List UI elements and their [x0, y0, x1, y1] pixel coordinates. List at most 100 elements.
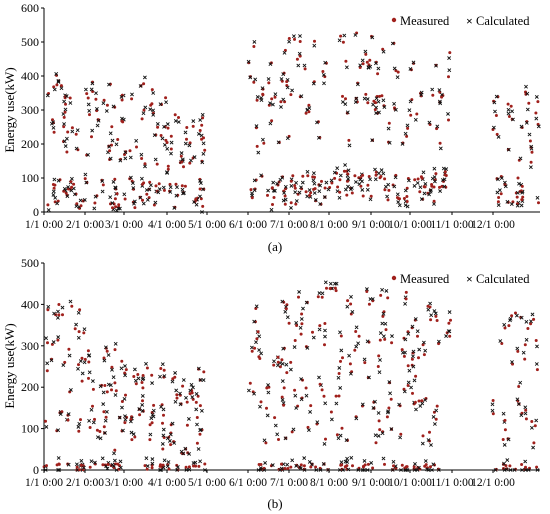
- measured-point: [534, 111, 538, 115]
- calculated-point: [390, 468, 395, 472]
- x-tick-label: 5/1 0:00: [188, 477, 226, 489]
- measured-point: [201, 204, 205, 208]
- measured-point: [517, 385, 521, 388]
- measured-point: [392, 464, 395, 468]
- measured-point: [93, 201, 97, 205]
- y-tick-label: 200: [21, 137, 39, 151]
- measured-point: [192, 464, 195, 468]
- calculated-point: [423, 348, 428, 353]
- x-tick-label: 10/1 0:00: [388, 477, 432, 489]
- calculated-point: [123, 417, 128, 422]
- measured-point: [167, 467, 171, 471]
- calculated-point: [311, 178, 316, 183]
- measured-point: [300, 312, 304, 316]
- calculated-point: [285, 85, 290, 90]
- calculated-point: [132, 199, 137, 204]
- measured-point: [413, 400, 417, 404]
- calculated-point: [381, 171, 386, 176]
- calculated-point: [406, 178, 411, 183]
- measured-point: [449, 318, 452, 322]
- calculated-point: [150, 381, 155, 386]
- legend-marker-measured-a: [391, 17, 397, 23]
- measured-point: [434, 172, 438, 176]
- calculated-point: [395, 192, 400, 197]
- calculated-point: [340, 468, 345, 472]
- calculated-point: [414, 407, 418, 412]
- calculated-point: [257, 348, 262, 352]
- measured-point: [337, 394, 341, 398]
- calculated-point: [189, 382, 194, 387]
- calculated-point: [268, 121, 273, 126]
- calculated-point: [516, 402, 521, 407]
- calculated-point: [412, 378, 417, 383]
- calculated-point: [415, 181, 420, 185]
- calculated-point: [252, 391, 257, 396]
- measured-point: [366, 462, 370, 466]
- measured-point: [162, 413, 165, 417]
- measured-point: [141, 399, 144, 403]
- measured-point: [57, 462, 61, 466]
- calculated-point: [444, 334, 449, 339]
- measured-point: [530, 150, 534, 154]
- calculated-point: [52, 177, 57, 182]
- calculated-point: [503, 184, 508, 189]
- measured-point: [91, 404, 94, 408]
- calculated-point: [190, 395, 195, 400]
- measured-point: [148, 423, 152, 427]
- calculated-point: [103, 345, 108, 350]
- calculated-point: [95, 123, 100, 128]
- calculated-point: [246, 59, 251, 64]
- calculated-point: [200, 210, 204, 214]
- calculated-point: [89, 87, 94, 92]
- calculated-point: [78, 198, 83, 203]
- measured-point: [262, 141, 266, 145]
- calculated-point: [78, 359, 83, 364]
- calculated-point: [534, 94, 539, 99]
- calculated-point: [383, 184, 388, 189]
- measured-point: [494, 114, 498, 117]
- calculated-point: [143, 164, 147, 169]
- measured-point: [520, 463, 524, 466]
- measured-point: [414, 374, 418, 378]
- measured-point: [376, 72, 380, 76]
- calculated-point: [399, 468, 403, 472]
- measured-point: [346, 299, 350, 303]
- x-tick-label: 7/1 0:00: [270, 477, 308, 489]
- legend-label-measured-b: Measured: [400, 272, 450, 286]
- calculated-point: [283, 309, 288, 314]
- calculated-point: [343, 163, 348, 167]
- calculated-point: [249, 345, 254, 350]
- measured-point: [443, 173, 447, 177]
- calculated-point: [191, 119, 196, 124]
- calculated-point: [285, 462, 290, 467]
- y-axis-label-b: Energy use(kW): [2, 323, 17, 408]
- calculated-point: [254, 304, 259, 309]
- calculated-point: [275, 363, 280, 368]
- measured-point: [173, 113, 177, 117]
- calculated-point: [318, 202, 323, 206]
- calculated-point: [108, 156, 113, 161]
- calculated-point: [151, 91, 156, 95]
- measured-point: [366, 101, 370, 105]
- calculated-point: [332, 281, 337, 286]
- measured-point: [94, 97, 98, 101]
- calculated-point: [386, 126, 391, 131]
- calculated-point: [490, 408, 495, 413]
- calculated-point: [113, 186, 118, 191]
- measured-point: [88, 426, 92, 429]
- calculated-point: [68, 101, 73, 105]
- measured-point: [75, 465, 79, 469]
- calculated-point: [87, 108, 92, 113]
- calculated-point: [502, 468, 507, 472]
- calculated-point: [368, 177, 373, 182]
- calculated-point: [298, 466, 303, 471]
- measured-point: [110, 388, 113, 392]
- measured-point: [199, 197, 203, 201]
- measured-point: [532, 317, 536, 321]
- measured-point: [325, 286, 328, 290]
- measured-point: [367, 302, 371, 306]
- calculated-point: [118, 459, 123, 464]
- measured-point: [320, 388, 324, 392]
- calculated-point: [346, 184, 350, 189]
- y-tick-label: 300: [21, 103, 39, 117]
